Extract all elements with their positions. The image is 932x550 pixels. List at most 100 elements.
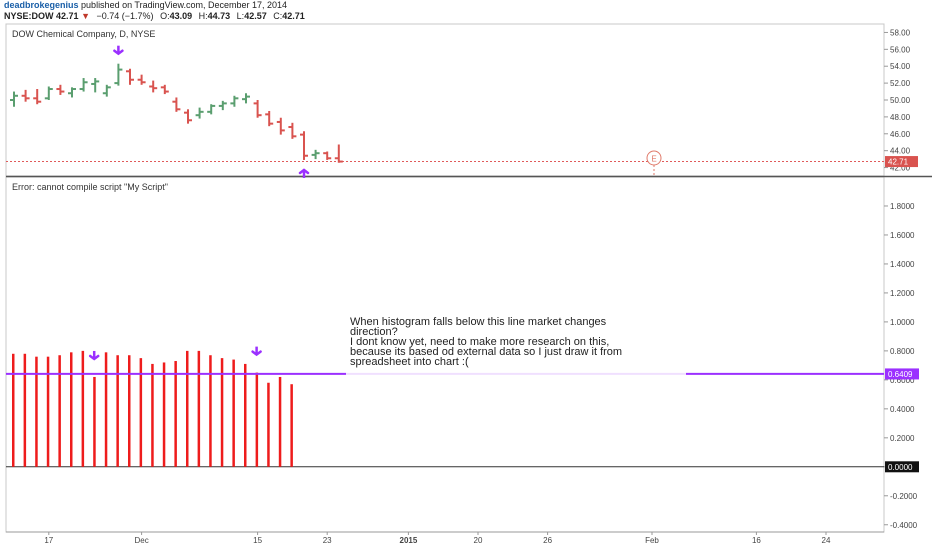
annotation-note[interactable]: When histogram falls below this line mar… [346, 316, 686, 384]
histogram-bar [58, 355, 61, 467]
histogram-bar [220, 358, 224, 467]
price-tick-label: 56.00 [890, 45, 911, 54]
ohlc-bar [137, 74, 146, 85]
price-tick-label: 58.00 [890, 28, 911, 37]
ohlc-bar [126, 68, 134, 85]
svg-text:0.6409: 0.6409 [888, 370, 913, 379]
low-label: L: [236, 11, 245, 21]
ohlc-bar [10, 91, 18, 107]
annotation-line-1: When histogram falls below this line mar… [350, 316, 607, 328]
price-tick-label: 52.00 [890, 79, 911, 88]
histogram-bar [12, 353, 15, 467]
histogram-bar [232, 359, 235, 467]
ohlc-bar [276, 117, 285, 135]
high-value: 44.73 [207, 11, 231, 21]
indicator-tick-label: 0.2000 [890, 434, 915, 443]
chart-header: deadbrokegenius published on TradingView… [4, 0, 924, 24]
ohlc-bar [334, 144, 343, 163]
down-arrow-icon: ▼ [81, 11, 90, 21]
ohlc-bar [21, 89, 30, 102]
histogram-bar [46, 356, 50, 467]
price-markers [113, 45, 310, 178]
annotation-line-4: because its based od external data so I … [350, 346, 622, 358]
histogram-bar [93, 376, 96, 467]
histogram-bar [174, 361, 177, 467]
svg-text:E: E [651, 155, 656, 164]
indicator-tick-label: 0.6000 [890, 376, 915, 385]
histogram-series [12, 350, 293, 467]
time-tick-label: 2015 [400, 536, 418, 545]
price-tick-label: 42.00 [890, 164, 911, 173]
ohlc-bar [195, 107, 204, 119]
author-link[interactable]: deadbrokegenius [4, 0, 79, 10]
indicator-tick-label: -0.4000 [890, 521, 918, 530]
last-price: 42.71 [56, 11, 79, 21]
ohlc-bar [160, 84, 169, 95]
indicator-tick-label: 0.8000 [890, 347, 915, 356]
ohlc-bar [149, 80, 158, 93]
histogram-bar [128, 355, 131, 467]
price-pane-frame [5, 23, 885, 177]
histogram-bar [70, 352, 73, 467]
high-label: H: [198, 11, 208, 21]
ohlc-bar [230, 95, 239, 107]
ohlc-bar [184, 109, 192, 124]
histogram-bar [151, 363, 154, 467]
zero-badge: 0.0000 [885, 461, 919, 473]
time-axis[interactable]: 17 Dec 15 23 2015 20 26 Feb 16 24 [44, 532, 831, 545]
time-tick-label: 26 [543, 536, 552, 545]
svg-text:0.0000: 0.0000 [888, 463, 913, 472]
histogram-bar [278, 376, 282, 467]
price-tick-label: 46.00 [890, 130, 911, 139]
ohlc-bar [253, 100, 262, 118]
ohlc-bar [218, 100, 227, 111]
histogram-bar [116, 355, 119, 467]
indicator-tick-label: 1.4000 [890, 260, 915, 269]
candlestick-series [10, 63, 343, 163]
ohlc-bar [288, 122, 297, 139]
indicator-tick-label: 1.0000 [890, 318, 915, 327]
indicator-tick-label: 0.4000 [890, 405, 915, 414]
time-tick-label: Feb [645, 536, 659, 545]
published-text: published on TradingView.com, December 1… [81, 0, 288, 10]
publish-line: deadbrokegenius published on TradingView… [4, 0, 924, 11]
time-tick-label: 23 [323, 536, 332, 545]
histogram-bar [209, 355, 212, 467]
ohlc-bar [207, 104, 216, 115]
ohlc-bar [300, 131, 308, 160]
price-tick-label: 54.00 [890, 62, 911, 71]
histogram-markers [88, 346, 262, 361]
threshold-badge: 0.6409 [885, 368, 919, 380]
last-price-badge: 42.71 [885, 156, 918, 168]
indicator-tick-label: 1.2000 [890, 289, 915, 298]
time-tick-label: Dec [134, 536, 148, 545]
price-axis[interactable]: 58.00 56.00 54.00 52.00 50.00 48.00 46.00 44.00… [884, 28, 911, 173]
price-pane-title: DOW Chemical Company, D, NYSE [12, 29, 155, 39]
open-value: 43.09 [169, 11, 193, 21]
ohlc-bar [44, 86, 53, 100]
histogram-bar [267, 382, 270, 467]
histogram-bar [197, 350, 201, 467]
time-tick-label: 15 [253, 536, 262, 545]
time-tick-label: 17 [44, 536, 53, 545]
price-tick-label: 44.00 [890, 147, 911, 156]
quote-line: NYSE:DOW 42.71 ▼ −0.74 (−1.7%) O:43.09 H… [4, 11, 924, 22]
price-tick-label: 50.00 [890, 96, 911, 105]
ohlc-bar [102, 84, 111, 97]
ohlc-bar [68, 87, 76, 98]
open-label: O: [160, 11, 170, 21]
histogram-bar [186, 350, 189, 467]
annotation-line-3: I dont know yet, need to make more resea… [350, 336, 609, 348]
ohlc-bar [79, 78, 88, 92]
histogram-bar [244, 363, 247, 467]
earnings-marker[interactable]: E [646, 150, 662, 176]
histogram-bar [139, 358, 143, 467]
indicator-axis[interactable]: 1.8000 1.6000 1.4000 1.2000 1.0000 0.8000 0.60… [884, 202, 918, 530]
change-value: −0.74 (−1.7%) [96, 11, 154, 21]
histogram-bar [290, 384, 293, 467]
low-value: 42.57 [244, 11, 267, 21]
svg-text:42.71: 42.71 [888, 158, 909, 167]
histogram-bar [104, 352, 108, 467]
time-tick-label: 16 [752, 536, 761, 545]
